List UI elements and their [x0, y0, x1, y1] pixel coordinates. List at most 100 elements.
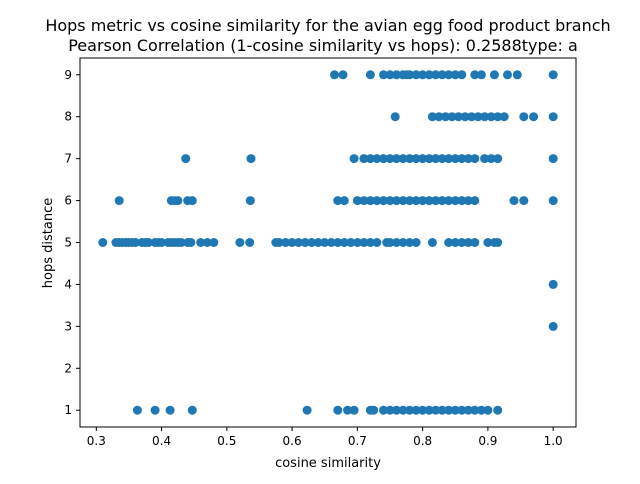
- data-point: [372, 154, 382, 164]
- data-point: [486, 154, 496, 164]
- data-point: [338, 70, 348, 80]
- data-point: [418, 154, 428, 164]
- data-point: [392, 196, 401, 206]
- data-point: [447, 112, 457, 122]
- data-point: [503, 70, 512, 80]
- data-point: [187, 405, 197, 415]
- data-point: [144, 238, 153, 247]
- data-point: [457, 70, 467, 80]
- data-point: [493, 112, 503, 122]
- x-axis-label: cosine similarity: [275, 456, 381, 471]
- data-point: [473, 112, 483, 122]
- data-point: [392, 238, 401, 247]
- x-tick-label: 0.7: [348, 434, 367, 448]
- data-point: [405, 405, 415, 415]
- data-point: [405, 154, 415, 164]
- data-point: [372, 196, 382, 206]
- x-tick-label: 0.8: [413, 434, 432, 448]
- data-point: [246, 154, 256, 164]
- data-point: [165, 405, 175, 415]
- data-point: [405, 70, 415, 80]
- data-point: [245, 196, 255, 206]
- data-point: [427, 238, 437, 247]
- data-point: [548, 154, 558, 164]
- data-point: [245, 238, 255, 247]
- data-point: [287, 238, 297, 247]
- data-points: [98, 70, 558, 415]
- data-point: [450, 405, 460, 415]
- data-point: [186, 238, 196, 247]
- data-point: [431, 70, 441, 80]
- x-tick-label: 1.0: [544, 434, 563, 448]
- data-point: [173, 196, 183, 206]
- data-point: [499, 112, 509, 122]
- data-point: [349, 405, 359, 415]
- data-point: [467, 112, 477, 122]
- data-point: [427, 112, 437, 122]
- data-point: [519, 196, 529, 206]
- data-point: [209, 238, 219, 247]
- data-point: [437, 405, 447, 415]
- y-tick-label: 5: [64, 236, 72, 250]
- data-point: [548, 112, 558, 122]
- data-point: [437, 154, 447, 164]
- data-point: [326, 238, 336, 247]
- data-point: [114, 196, 124, 206]
- data-point: [509, 196, 519, 206]
- data-point: [379, 196, 388, 206]
- data-point: [512, 70, 522, 80]
- x-tick-label: 0.9: [478, 434, 497, 448]
- data-point: [365, 196, 375, 206]
- data-point: [235, 238, 245, 247]
- data-point: [457, 405, 467, 415]
- data-point: [349, 154, 359, 164]
- data-point: [379, 70, 388, 80]
- data-point: [444, 70, 454, 80]
- data-point: [181, 154, 191, 164]
- data-point: [450, 154, 460, 164]
- y-tick-label: 9: [64, 68, 72, 82]
- data-point: [437, 70, 447, 80]
- x-tick-label: 0.6: [283, 434, 302, 448]
- data-point: [294, 238, 304, 247]
- data-point: [424, 196, 434, 206]
- data-point: [333, 238, 343, 247]
- data-point: [333, 196, 343, 206]
- data-point: [463, 196, 473, 206]
- data-point: [548, 70, 558, 80]
- data-point: [519, 112, 529, 122]
- x-tick-label: 0.3: [87, 434, 106, 448]
- data-point: [480, 154, 490, 164]
- data-point: [431, 196, 441, 206]
- data-point: [454, 112, 463, 122]
- data-point: [307, 238, 317, 247]
- data-point: [483, 238, 493, 247]
- data-point: [398, 154, 408, 164]
- data-point: [302, 405, 312, 415]
- data-point: [405, 196, 415, 206]
- y-tick-label: 2: [64, 361, 72, 375]
- data-point: [313, 238, 323, 247]
- data-point: [320, 238, 330, 247]
- data-point: [444, 196, 454, 206]
- data-point: [157, 238, 167, 247]
- data-point: [493, 238, 503, 247]
- data-point: [460, 112, 470, 122]
- data-point: [411, 196, 421, 206]
- data-point: [390, 112, 400, 122]
- data-point: [444, 405, 454, 415]
- data-point: [365, 70, 375, 80]
- x-axis-ticks: 0.3 0.4 0.5 0.6 0.7 0.8 0.9 1.0: [87, 427, 563, 448]
- data-point: [437, 196, 447, 206]
- data-point: [418, 196, 428, 206]
- data-point: [131, 238, 140, 247]
- data-point: [424, 154, 434, 164]
- data-point: [463, 238, 473, 247]
- data-point: [98, 238, 108, 247]
- data-point: [398, 405, 408, 415]
- data-point: [411, 405, 421, 415]
- y-axis-ticks: 1 2 3 4 5 6 7 8 9: [64, 68, 80, 417]
- data-point: [470, 154, 480, 164]
- data-point: [343, 405, 353, 415]
